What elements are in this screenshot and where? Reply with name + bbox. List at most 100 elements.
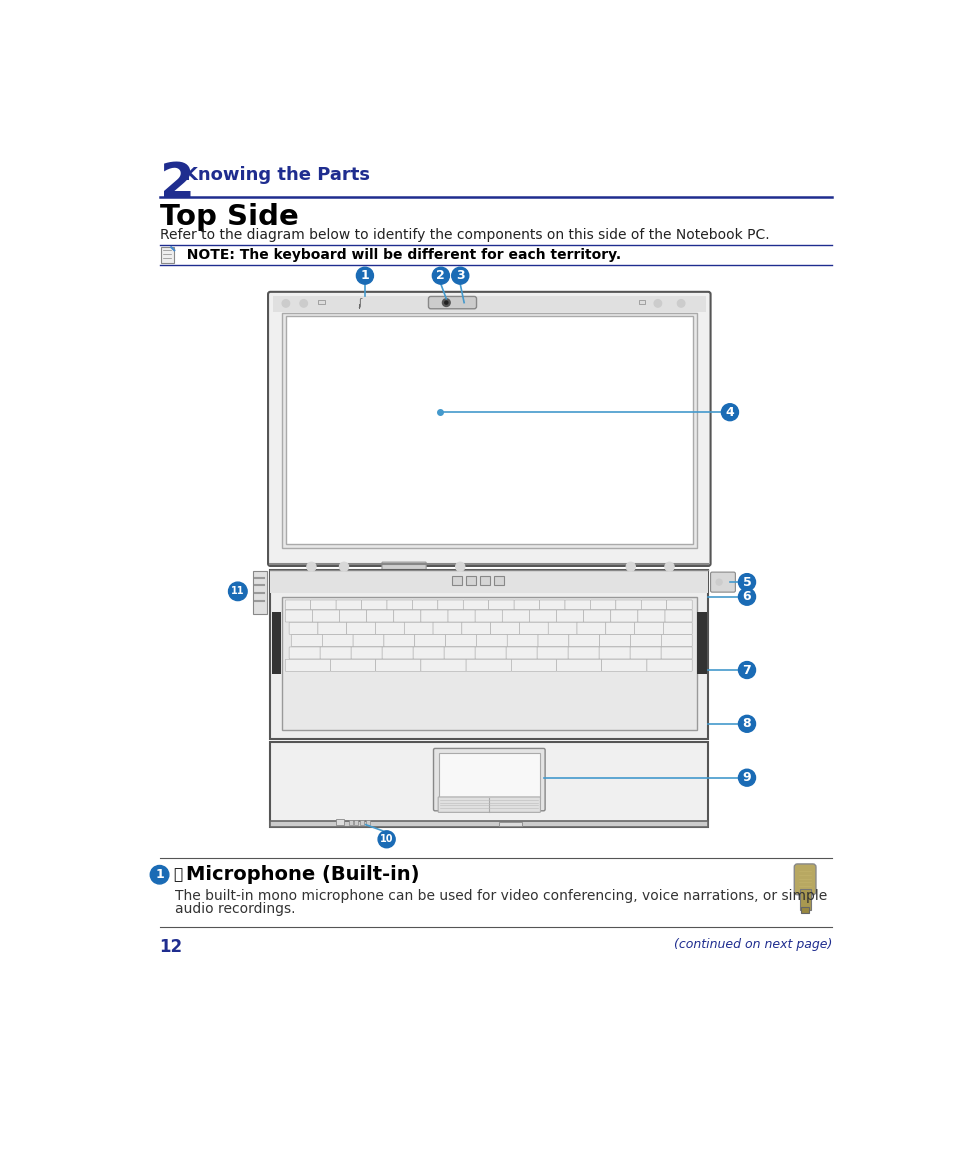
Bar <box>360 820 364 825</box>
Bar <box>161 247 174 262</box>
FancyBboxPatch shape <box>375 623 404 634</box>
Circle shape <box>442 299 450 306</box>
FancyBboxPatch shape <box>375 660 420 671</box>
Circle shape <box>229 582 247 601</box>
Circle shape <box>356 267 373 284</box>
FancyBboxPatch shape <box>445 634 476 647</box>
Circle shape <box>664 562 674 572</box>
Circle shape <box>307 562 315 572</box>
Bar <box>273 297 705 312</box>
FancyBboxPatch shape <box>448 610 475 623</box>
FancyBboxPatch shape <box>794 864 815 895</box>
FancyBboxPatch shape <box>317 623 346 634</box>
Text: Knowing the Parts: Knowing the Parts <box>184 166 370 185</box>
Text: Microphone (Built-in): Microphone (Built-in) <box>186 865 419 885</box>
FancyBboxPatch shape <box>605 623 634 634</box>
Text: ʃ: ʃ <box>357 298 361 307</box>
Circle shape <box>339 562 348 572</box>
Bar <box>498 821 521 826</box>
Bar <box>438 753 539 799</box>
FancyBboxPatch shape <box>556 610 583 623</box>
FancyBboxPatch shape <box>662 623 692 634</box>
FancyBboxPatch shape <box>539 599 564 610</box>
Text: 2: 2 <box>159 161 194 208</box>
FancyBboxPatch shape <box>660 634 692 647</box>
Bar <box>270 821 707 827</box>
Bar <box>799 888 810 910</box>
FancyBboxPatch shape <box>415 634 445 647</box>
FancyBboxPatch shape <box>507 634 537 647</box>
FancyBboxPatch shape <box>346 623 375 634</box>
FancyBboxPatch shape <box>598 647 630 660</box>
FancyBboxPatch shape <box>488 599 514 610</box>
Bar <box>270 569 707 739</box>
FancyBboxPatch shape <box>292 634 322 647</box>
Circle shape <box>677 299 684 307</box>
FancyBboxPatch shape <box>463 599 488 610</box>
Bar <box>270 569 707 593</box>
Text: 3: 3 <box>456 269 464 282</box>
Circle shape <box>738 769 755 787</box>
Bar <box>452 576 461 586</box>
Text: audio recordings.: audio recordings. <box>174 902 295 916</box>
Circle shape <box>654 299 661 307</box>
FancyBboxPatch shape <box>320 647 351 660</box>
Circle shape <box>738 574 755 590</box>
FancyBboxPatch shape <box>339 610 366 623</box>
FancyBboxPatch shape <box>518 623 548 634</box>
FancyBboxPatch shape <box>640 599 666 610</box>
FancyBboxPatch shape <box>289 647 320 660</box>
FancyBboxPatch shape <box>630 647 660 660</box>
Circle shape <box>720 404 738 420</box>
Bar <box>270 743 707 827</box>
FancyBboxPatch shape <box>556 660 601 671</box>
Text: NOTE: The keyboard will be different for each territory.: NOTE: The keyboard will be different for… <box>176 248 620 262</box>
Circle shape <box>452 267 468 284</box>
Text: 1: 1 <box>360 269 369 282</box>
FancyBboxPatch shape <box>268 292 710 566</box>
Bar <box>282 597 696 730</box>
FancyBboxPatch shape <box>475 610 502 623</box>
Circle shape <box>432 267 449 284</box>
FancyBboxPatch shape <box>394 610 420 623</box>
Circle shape <box>377 830 395 848</box>
FancyBboxPatch shape <box>568 634 599 647</box>
FancyBboxPatch shape <box>529 610 556 623</box>
FancyBboxPatch shape <box>387 599 412 610</box>
FancyBboxPatch shape <box>404 623 433 634</box>
FancyBboxPatch shape <box>383 634 415 647</box>
Bar <box>318 299 324 304</box>
FancyBboxPatch shape <box>514 599 539 610</box>
Text: 10: 10 <box>379 834 393 844</box>
Circle shape <box>282 299 290 307</box>
Bar <box>272 612 281 673</box>
FancyBboxPatch shape <box>564 599 590 610</box>
Circle shape <box>625 562 635 572</box>
FancyBboxPatch shape <box>548 623 577 634</box>
Bar <box>335 819 344 826</box>
Text: 11: 11 <box>231 587 244 596</box>
Text: 9: 9 <box>741 772 751 784</box>
Bar <box>801 907 808 914</box>
Text: 5: 5 <box>741 575 751 589</box>
FancyBboxPatch shape <box>353 634 384 647</box>
Bar <box>494 576 503 586</box>
FancyBboxPatch shape <box>599 634 630 647</box>
FancyBboxPatch shape <box>461 623 490 634</box>
FancyBboxPatch shape <box>601 660 646 671</box>
Text: 4: 4 <box>725 405 734 419</box>
Bar <box>480 576 489 586</box>
FancyBboxPatch shape <box>381 562 426 573</box>
Text: 🎤: 🎤 <box>173 867 182 882</box>
FancyBboxPatch shape <box>476 634 507 647</box>
Text: (continued on next page): (continued on next page) <box>673 938 831 951</box>
FancyBboxPatch shape <box>285 610 313 623</box>
Bar <box>354 820 357 825</box>
FancyBboxPatch shape <box>590 599 616 610</box>
FancyBboxPatch shape <box>630 634 660 647</box>
FancyBboxPatch shape <box>511 660 556 671</box>
FancyBboxPatch shape <box>322 634 353 647</box>
Bar <box>348 820 353 825</box>
Bar <box>282 313 696 549</box>
Circle shape <box>456 562 464 572</box>
